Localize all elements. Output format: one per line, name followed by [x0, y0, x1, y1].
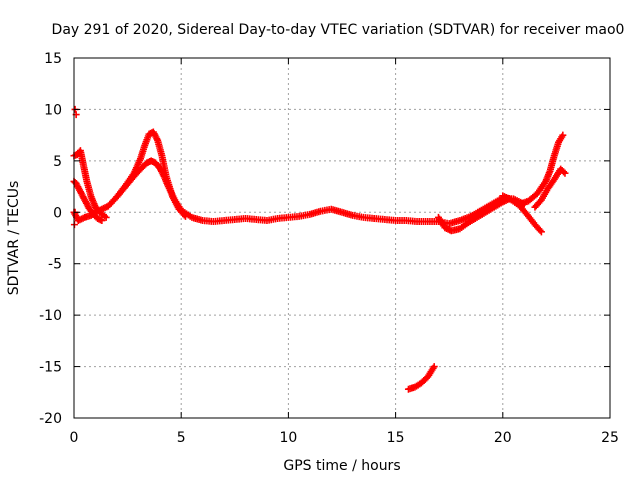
- y-tick-label: 0: [53, 205, 62, 221]
- series-arc-peak-high: [113, 128, 189, 220]
- x-tick-label: 15: [387, 430, 405, 446]
- x-tick-label: 5: [177, 430, 186, 446]
- ticks: 0 5 10 15 20 25 -20 -15 -10 -5 0 5 10 15: [39, 51, 619, 446]
- data-point: [537, 228, 545, 236]
- y-axis-label: SDTVAR / TECUs: [6, 181, 22, 296]
- y-tick-label: 10: [44, 102, 62, 118]
- data-point: [559, 131, 567, 139]
- y-tick-label: 15: [44, 51, 62, 67]
- series-arc-main-low: [70, 157, 378, 226]
- data-point: [560, 168, 568, 176]
- data-point: [180, 211, 188, 219]
- series-arc-late-rise: [516, 131, 567, 208]
- y-tick-label: 5: [53, 154, 62, 170]
- chart-title: Day 291 of 2020, Sidereal Day-to-day VTE…: [52, 22, 625, 38]
- y-tick-label: -5: [48, 257, 62, 273]
- data-point: [430, 363, 438, 371]
- series-arc-descending: [499, 192, 545, 236]
- data-point: [102, 213, 110, 221]
- grid: [74, 58, 610, 418]
- x-axis-label: GPS time / hours: [283, 458, 400, 474]
- y-tick-label: -20: [39, 411, 62, 427]
- x-tick-label: 10: [279, 430, 297, 446]
- series-arc-late-rise-2: [531, 165, 569, 211]
- data-point: [536, 226, 544, 234]
- series-arc-outlier: [404, 363, 438, 393]
- data-point: [181, 212, 189, 220]
- y-tick-label: -10: [39, 308, 62, 324]
- data-point: [98, 217, 106, 225]
- data-series: [70, 105, 569, 393]
- x-tick-label: 0: [70, 430, 79, 446]
- plot-frame: [73, 57, 611, 419]
- y-tick-label: -15: [39, 360, 62, 376]
- x-tick-label: 25: [601, 430, 619, 446]
- series-arc-early-descent: [70, 147, 110, 221]
- series-arc-start-points: [70, 105, 80, 229]
- data-point: [561, 169, 569, 177]
- series-arc-low-dip: [434, 195, 513, 235]
- x-tick-label: 20: [494, 430, 512, 446]
